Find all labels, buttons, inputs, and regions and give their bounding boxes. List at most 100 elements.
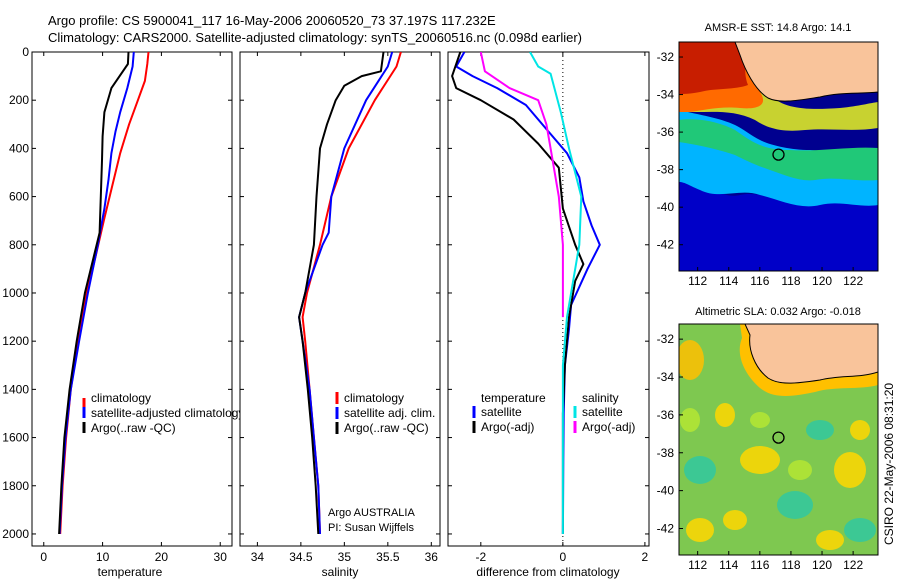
lat-tick-label: -38 (657, 446, 675, 460)
legend-label-satellite: satellite-adjusted climatology (91, 406, 244, 420)
lat-tick-label: -40 (657, 200, 675, 214)
legend-label-temp-argo: Argo(-adj) (481, 420, 534, 434)
lon-tick-label: 122 (843, 558, 863, 572)
temperature-xlabel: temperature (98, 565, 163, 579)
y-tick-label: 1000 (2, 286, 29, 300)
header-line1: Argo profile: CS 5900041_117 16-May-2006… (48, 13, 496, 28)
difference-xlabel: difference from climatology (476, 565, 619, 579)
y-tick-label: 600 (9, 190, 29, 204)
legend-group-temperature: temperature (481, 391, 546, 405)
sla-anomaly-patch (750, 412, 770, 428)
lat-tick-label: -34 (657, 370, 675, 384)
salinity-legend: climatology satellite adj. clim. Argo(..… (335, 391, 435, 435)
sla-anomaly-patch (679, 340, 704, 380)
y-tick-label: 1600 (2, 431, 29, 445)
series-line-salinity-satellite (529, 52, 583, 534)
x-tick-label: 35 (338, 550, 352, 564)
lon-tick-label: 114 (719, 558, 738, 572)
sla-map-frame (678, 323, 879, 556)
salinity-panel: 34 34.5 35 35.5 36 salinity climatology sate… (239, 51, 441, 579)
sla-anomaly-patch (686, 518, 714, 542)
x-tick-label: 20 (155, 550, 169, 564)
series-line-argo-raw-qc- (298, 52, 385, 535)
legend-label-sal-argo: Argo(-adj) (582, 420, 635, 434)
sst-map: AMSR-E SST: 14.8 Argo: 14.1 112 114 116 118… (657, 22, 879, 288)
x-tick-label: 36 (425, 550, 439, 564)
legend-label-climatology: climatology (91, 391, 151, 405)
y-tick-label: 1400 (2, 382, 29, 396)
float-pi-label: PI: Susan Wijffels (328, 522, 414, 534)
sla-anomaly-patch (680, 408, 700, 432)
legend-label-satellite: satellite adj. clim. (344, 406, 435, 420)
difference-axes-frame (447, 51, 650, 547)
argo-float-marker (772, 148, 785, 161)
header-line2: Climatology: CARS2000. Satellite-adjuste… (48, 30, 582, 45)
legend-label-sal-satellite: satellite (582, 405, 623, 419)
sst-mid-band (679, 119, 878, 181)
lon-tick-label: 116 (750, 558, 769, 572)
y-tick-label: 2000 (2, 527, 29, 541)
lat-tick-label: -34 (657, 88, 675, 102)
sst-map-field (679, 42, 878, 271)
x-tick-label: 30 (214, 550, 228, 564)
x-tick-label: 35.5 (376, 550, 400, 564)
x-tick-label: 34 (251, 550, 265, 564)
difference-legend: temperature satellite Argo(-adj) salinit… (472, 391, 635, 434)
x-tick-label: 0 (560, 550, 567, 564)
lon-tick-label: 120 (812, 558, 832, 572)
y-tick-label: 1800 (2, 479, 29, 493)
y-tick-label: 1200 (2, 334, 29, 348)
y-tick-label: 200 (9, 93, 29, 107)
lat-tick-label: -32 (657, 332, 675, 346)
sst-map-title: AMSR-E SST: 14.8 Argo: 14.1 (705, 22, 852, 34)
lon-tick-label: 112 (688, 274, 707, 288)
y-tick-label: 400 (9, 141, 29, 155)
x-tick-label: 0 (40, 550, 47, 564)
lon-tick-label: 118 (781, 558, 800, 572)
sla-anomaly-patch (740, 446, 780, 474)
float-program-label: Argo AUSTRALIA (328, 507, 415, 519)
sla-anomaly-patch (806, 420, 834, 440)
y-tick-label: 800 (9, 238, 29, 252)
temperature-axes-frame (31, 51, 233, 547)
sst-map-frame (678, 41, 879, 272)
temperature-legend: climatology satellite-adjusted climatolo… (82, 391, 244, 435)
series-line-satellite-adj-clim- (298, 52, 394, 535)
lon-tick-label: 118 (781, 274, 800, 288)
y-tick-label: 0 (22, 45, 29, 59)
legend-label-climatology: climatology (344, 391, 404, 405)
legend-label-argo: Argo(..raw -QC) (91, 421, 176, 435)
salinity-axes-frame (239, 51, 441, 547)
sla-land (744, 324, 878, 384)
lon-tick-label: 120 (812, 274, 832, 288)
sla-anomaly-patch (850, 420, 870, 440)
series-line-salinity-argo-adj- (479, 52, 564, 318)
lon-tick-label: 122 (843, 274, 863, 288)
sla-anomaly-patch (834, 452, 866, 488)
sla-anomaly-patch (723, 510, 747, 530)
argo-float-marker (772, 431, 785, 444)
lon-tick-label: 112 (688, 558, 707, 572)
credit-footer: CSIRO 22-May-2006 08:31:20 (882, 383, 896, 545)
legend-label-temp-satellite: satellite (481, 405, 522, 419)
lat-tick-label: -40 (657, 484, 675, 498)
series-line-argo-raw-qc- (58, 52, 130, 535)
x-tick-label: 2 (642, 550, 649, 564)
lon-tick-label: 116 (750, 274, 769, 288)
series-line-temperature-argo-adj- (451, 52, 585, 534)
temperature-panel: 0 200 400 600 800 1000 1200 1400 1600 1800 2000 0 1… (2, 45, 244, 579)
sla-anomaly-patch (844, 518, 876, 542)
salinity-xlabel: salinity (322, 565, 359, 579)
sla-anomaly-patch (788, 460, 812, 480)
lat-tick-label: -32 (657, 50, 675, 64)
sla-anomaly-patch (777, 491, 813, 519)
sla-anomaly-patch (684, 456, 716, 484)
sst-hottest-core (679, 42, 748, 94)
x-tick-label: 34.5 (289, 550, 313, 564)
series-line-satellite-adjusted-climatology (58, 52, 135, 535)
sst-land (734, 42, 878, 102)
lat-tick-label: -42 (657, 521, 675, 535)
sla-anomaly-patch (816, 530, 844, 550)
lat-tick-label: -42 (657, 238, 675, 252)
